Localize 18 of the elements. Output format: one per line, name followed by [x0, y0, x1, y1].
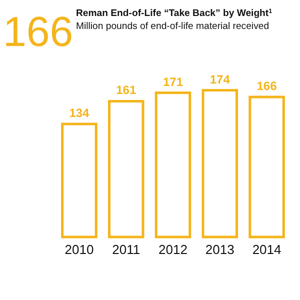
chart-subtitle: Million pounds of end-of-life material received: [76, 21, 270, 32]
text: 166: [3, 8, 74, 55]
data-label: 174: [210, 72, 230, 86]
bar: [61, 122, 98, 238]
x-tick-label: 2014: [252, 242, 282, 257]
data-label: 166: [256, 79, 278, 93]
x-tick-label: 2010: [64, 242, 94, 257]
chart-title: Reman End-of-Life “Take Back” by Weight$^{1}$: [76, 8, 273, 19]
data-label: 171: [162, 74, 184, 89]
bar: [154, 92, 192, 238]
bar: [248, 96, 285, 238]
x-tick-label: 2011: [112, 242, 140, 257]
data-label: 134: [69, 106, 90, 120]
x-tick-label: 2012: [158, 242, 188, 257]
data-label: 161: [116, 83, 136, 98]
bar: [108, 100, 144, 238]
bar: [202, 89, 238, 238]
x-tick-label: 2013: [205, 242, 234, 257]
